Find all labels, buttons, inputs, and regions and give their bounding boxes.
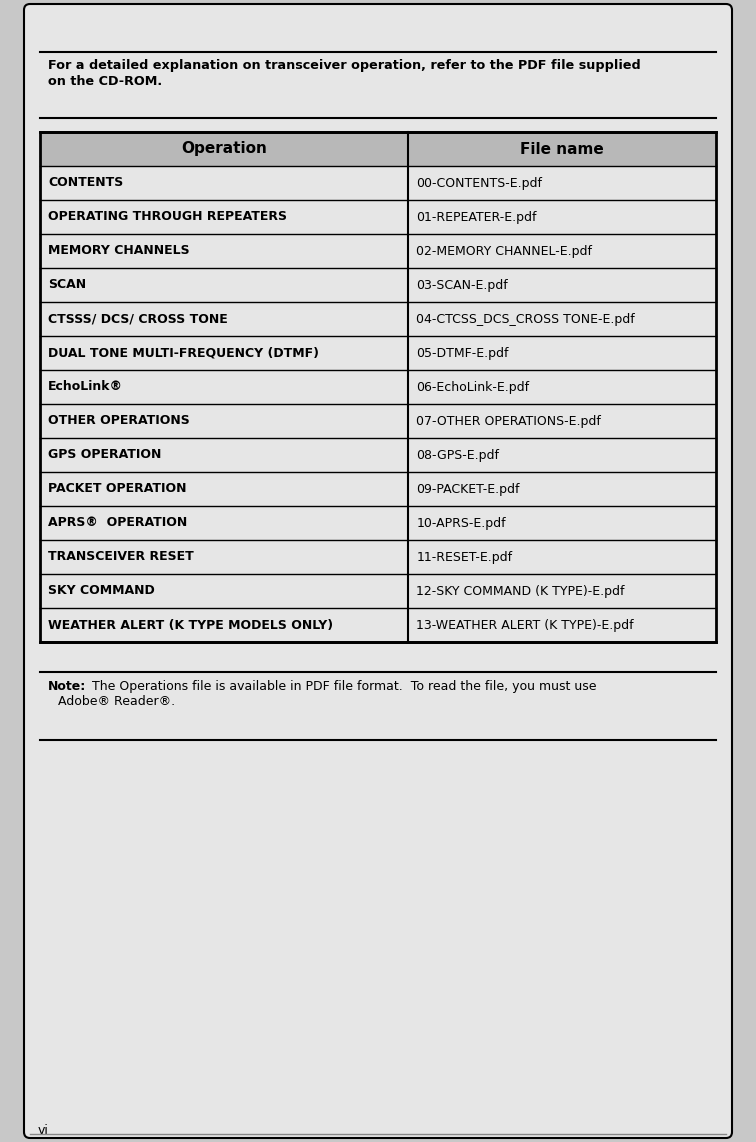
Text: DUAL TONE MULTI-FREQUENCY (DTMF): DUAL TONE MULTI-FREQUENCY (DTMF): [48, 346, 319, 360]
Bar: [40, 506, 716, 540]
Text: APRS®  OPERATION: APRS® OPERATION: [48, 516, 187, 530]
Bar: [40, 574, 716, 608]
Text: 00-CONTENTS-E.pdf: 00-CONTENTS-E.pdf: [417, 177, 542, 190]
Text: 07-OTHER OPERATIONS-E.pdf: 07-OTHER OPERATIONS-E.pdf: [417, 415, 601, 427]
Bar: [40, 132, 716, 166]
Text: For a detailed explanation on transceiver operation, refer to the PDF file suppl: For a detailed explanation on transceive…: [48, 59, 641, 72]
Text: 04-CTCSS_DCS_CROSS TONE-E.pdf: 04-CTCSS_DCS_CROSS TONE-E.pdf: [417, 313, 635, 325]
Text: WEATHER ALERT (K TYPE MODELS ONLY): WEATHER ALERT (K TYPE MODELS ONLY): [48, 619, 333, 632]
Text: Operation: Operation: [181, 142, 267, 156]
Text: TRANSCEIVER RESET: TRANSCEIVER RESET: [48, 550, 194, 563]
Text: 01-REPEATER-E.pdf: 01-REPEATER-E.pdf: [417, 210, 537, 224]
Text: PACKET OPERATION: PACKET OPERATION: [48, 483, 187, 496]
Text: 10-APRS-E.pdf: 10-APRS-E.pdf: [417, 516, 506, 530]
Bar: [40, 200, 716, 234]
Text: 09-PACKET-E.pdf: 09-PACKET-E.pdf: [417, 483, 520, 496]
Bar: [40, 234, 716, 268]
Text: OTHER OPERATIONS: OTHER OPERATIONS: [48, 415, 190, 427]
Bar: [40, 166, 716, 200]
Text: SCAN: SCAN: [48, 279, 86, 291]
FancyBboxPatch shape: [24, 5, 732, 1137]
Bar: [40, 336, 716, 370]
Bar: [40, 472, 716, 506]
Text: CTSSS/ DCS/ CROSS TONE: CTSSS/ DCS/ CROSS TONE: [48, 313, 228, 325]
Text: File name: File name: [520, 142, 604, 156]
Bar: [40, 404, 716, 439]
Text: OPERATING THROUGH REPEATERS: OPERATING THROUGH REPEATERS: [48, 210, 287, 224]
Bar: [40, 540, 716, 574]
Text: MEMORY CHANNELS: MEMORY CHANNELS: [48, 244, 190, 257]
Bar: [40, 268, 716, 301]
Text: The Operations file is available in PDF file format.  To read the file, you must: The Operations file is available in PDF …: [84, 679, 596, 693]
Text: Note:: Note:: [48, 679, 86, 693]
Bar: [40, 301, 716, 336]
Bar: [40, 439, 716, 472]
Text: EchoLink®: EchoLink®: [48, 380, 123, 394]
Bar: [40, 132, 716, 642]
Text: SKY COMMAND: SKY COMMAND: [48, 585, 155, 597]
Text: 08-GPS-E.pdf: 08-GPS-E.pdf: [417, 449, 500, 461]
Bar: [40, 370, 716, 404]
Text: 06-EchoLink-E.pdf: 06-EchoLink-E.pdf: [417, 380, 529, 394]
Bar: [40, 608, 716, 642]
Text: 02-MEMORY CHANNEL-E.pdf: 02-MEMORY CHANNEL-E.pdf: [417, 244, 593, 257]
Text: Adobe® Reader®.: Adobe® Reader®.: [58, 695, 175, 708]
Text: 13-WEATHER ALERT (K TYPE)-E.pdf: 13-WEATHER ALERT (K TYPE)-E.pdf: [417, 619, 634, 632]
Text: on the CD-ROM.: on the CD-ROM.: [48, 75, 162, 88]
Text: 12-SKY COMMAND (K TYPE)-E.pdf: 12-SKY COMMAND (K TYPE)-E.pdf: [417, 585, 625, 597]
Text: 05-DTMF-E.pdf: 05-DTMF-E.pdf: [417, 346, 509, 360]
Text: 11-RESET-E.pdf: 11-RESET-E.pdf: [417, 550, 513, 563]
Text: vi: vi: [38, 1124, 49, 1136]
Text: GPS OPERATION: GPS OPERATION: [48, 449, 161, 461]
Text: CONTENTS: CONTENTS: [48, 177, 123, 190]
Text: 03-SCAN-E.pdf: 03-SCAN-E.pdf: [417, 279, 508, 291]
